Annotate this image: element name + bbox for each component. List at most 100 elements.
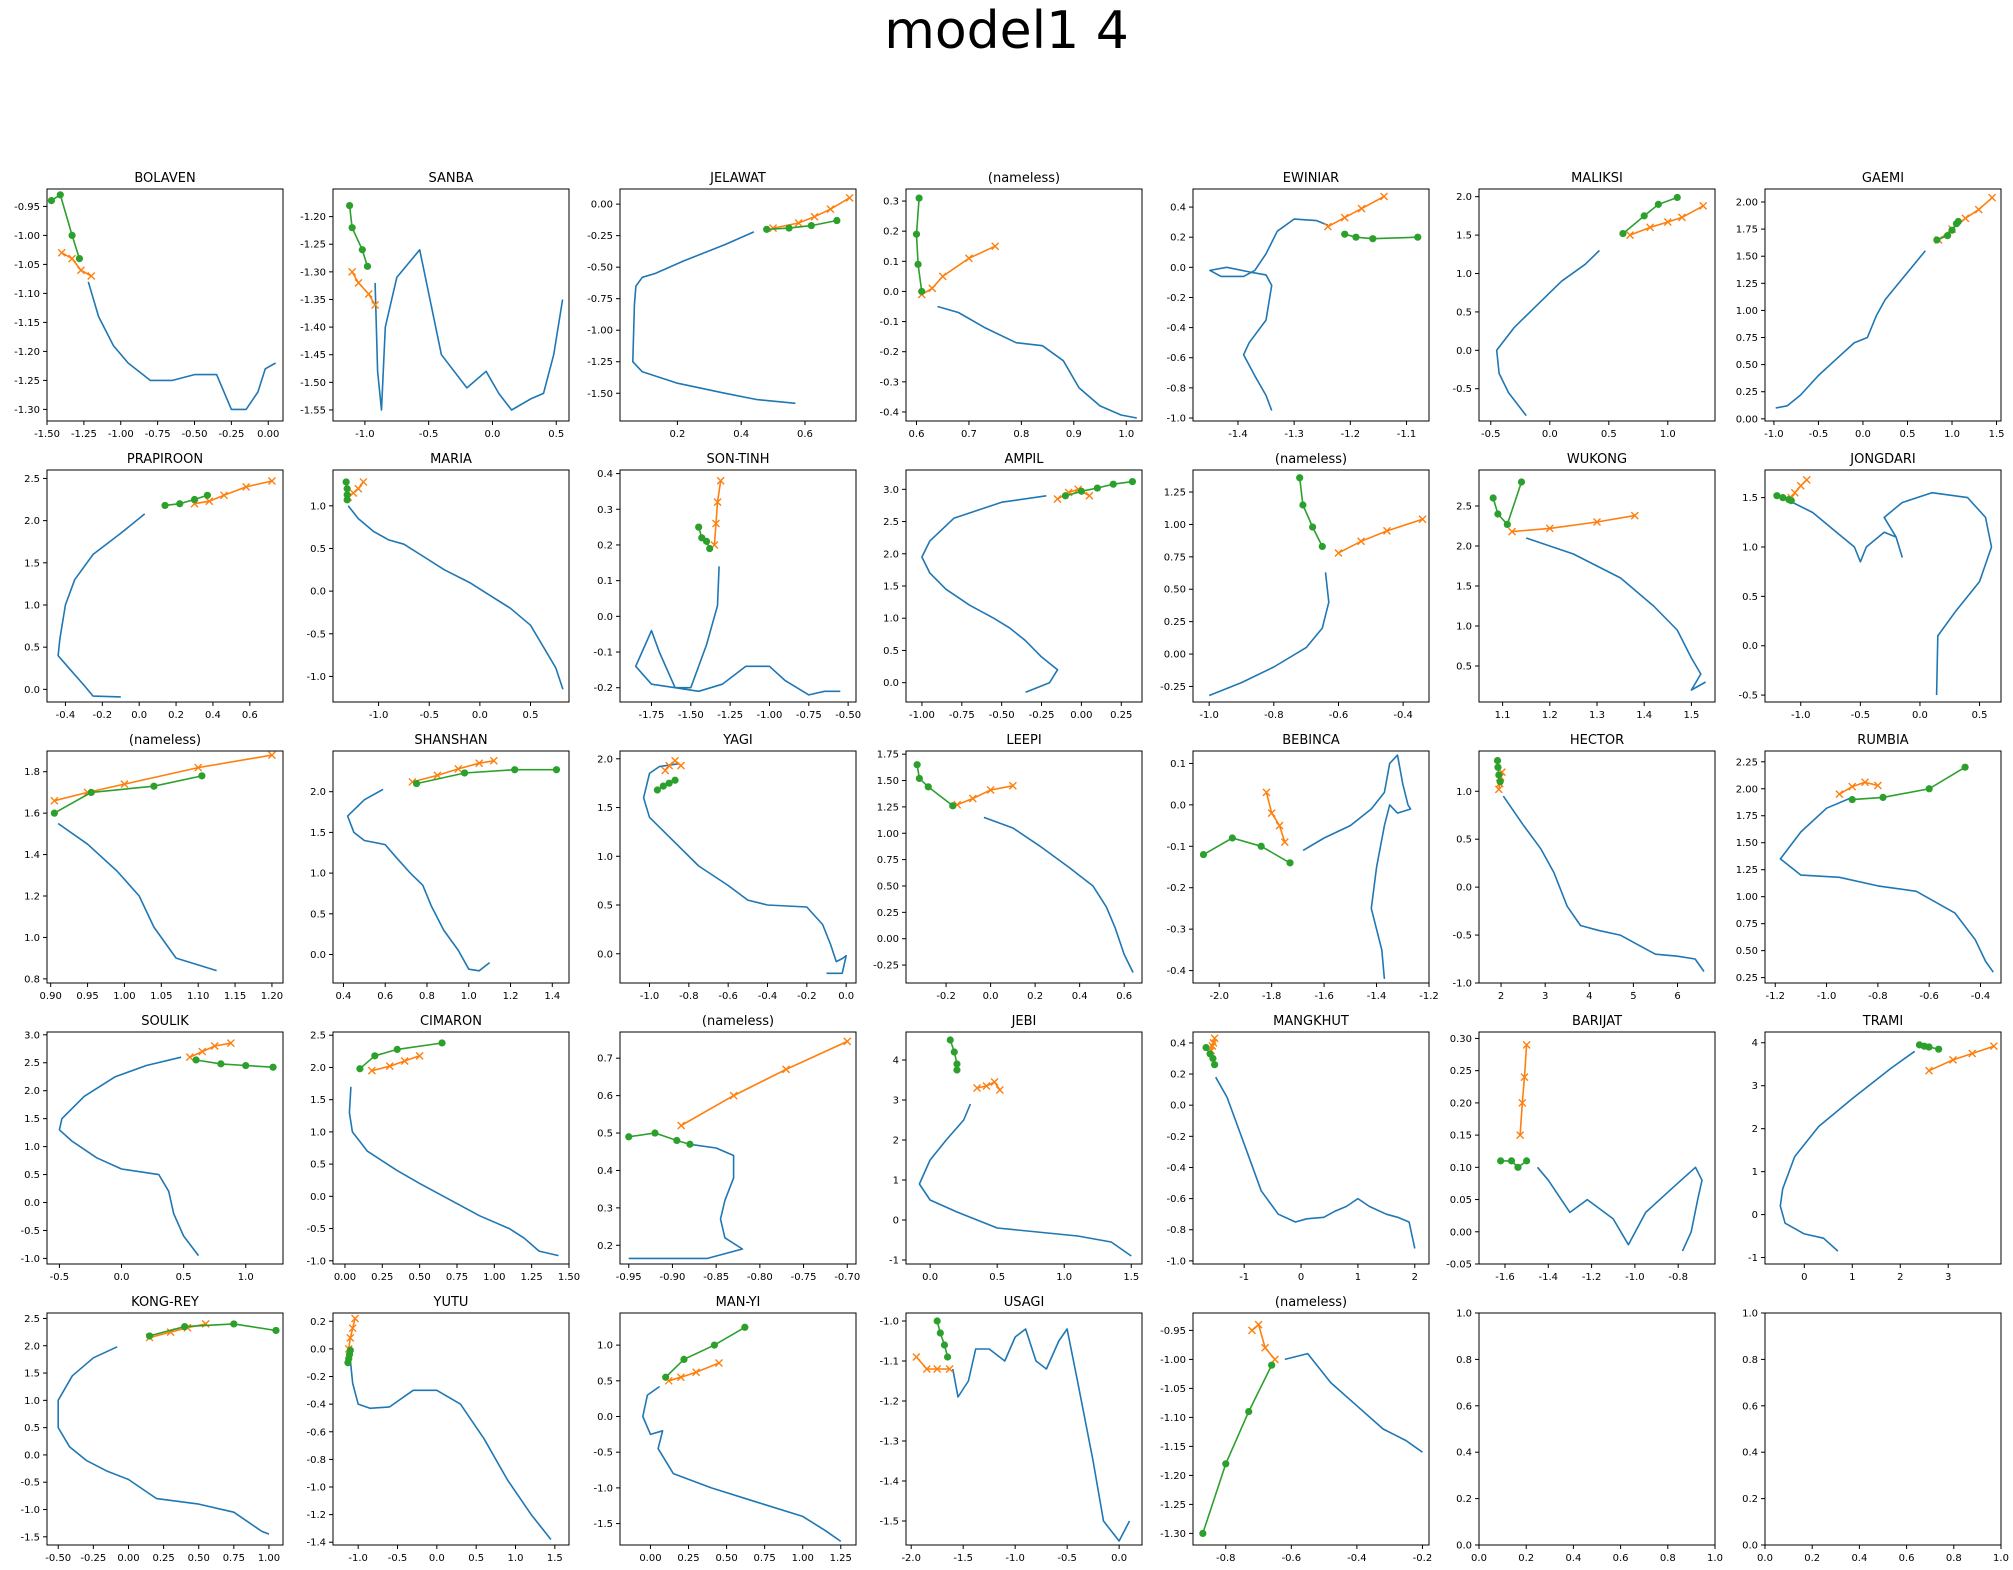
subplot: YAGI -1.0 -0.8 -0.6 -0.4 -0.2 0.0 0.0 0.5 1.0 1.5 2… <box>597 733 857 1002</box>
prediction-point <box>1267 809 1276 818</box>
x-tick-label: 0.0 <box>114 1272 130 1283</box>
y-tick-label: 0.75 <box>1736 333 1758 344</box>
prediction-point <box>354 484 363 493</box>
prediction-point <box>671 756 680 765</box>
y-tick-label: 1.0 <box>310 1127 326 1138</box>
y-tick-label: 0.5 <box>310 544 326 555</box>
prediction-point <box>964 254 973 263</box>
y-tick-label: 0.1 <box>883 257 899 268</box>
truth-point <box>680 1355 688 1363</box>
prediction-point <box>928 284 937 293</box>
prediction-point <box>968 794 977 803</box>
x-tick-label: 0.0 <box>922 1272 938 1283</box>
plot-area <box>634 476 841 696</box>
y-tick-label: -1.20 <box>14 347 40 358</box>
y-tick-label: 2.00 <box>1736 198 1758 209</box>
y-tick-label: 0.0 <box>1742 641 1758 652</box>
truth-track-line <box>195 1059 274 1068</box>
y-tick-label: -0.05 <box>1446 1260 1472 1271</box>
truth-track-line <box>766 219 838 231</box>
y-tick-label: 1.0 <box>1742 543 1758 554</box>
y-tick-label: 1.5 <box>24 1369 40 1380</box>
x-tick-label: 1.25 <box>521 1272 543 1283</box>
axes-frame <box>619 750 857 984</box>
axes-frame <box>619 469 857 703</box>
x-tick-label: -0.50 <box>182 429 208 440</box>
x-tick-label: 0.2 <box>1804 1553 1820 1564</box>
prediction-point <box>1210 1034 1219 1043</box>
x-tick-label: 0.4 <box>205 710 221 721</box>
axes-frame <box>46 1031 284 1265</box>
prediction-point <box>1545 524 1554 533</box>
axes-frame <box>46 1312 284 1546</box>
subplot-title: SHANSHAN <box>414 733 487 748</box>
x-tick-label: 0.90 <box>40 991 62 1002</box>
y-tick-label: -1.15 <box>14 318 40 329</box>
prediction-point <box>1802 475 1811 484</box>
axes-frame <box>332 1312 570 1546</box>
axes-frame <box>905 1031 1143 1265</box>
axes-frame <box>905 750 1143 984</box>
y-tick-label: -0.95 <box>14 202 40 213</box>
truth-point <box>665 779 673 787</box>
truth-point <box>949 802 957 810</box>
prediction-track-line <box>189 1042 231 1058</box>
prediction-track-line <box>1928 1045 1995 1072</box>
subplot: (nameless) -0.95 -0.90 -0.85 -0.80 -0.75 -0.70… <box>597 1014 860 1283</box>
axes-frame <box>1478 188 1716 422</box>
x-tick-label: 1.00 <box>792 1553 814 1564</box>
x-tick-label: 0 <box>1801 1272 1807 1283</box>
truth-point <box>230 1320 238 1328</box>
axes-frame <box>1192 1031 1430 1265</box>
truth-track-line <box>1202 1364 1273 1534</box>
y-tick-label: 1.25 <box>1736 279 1758 290</box>
truth-point <box>1673 193 1681 202</box>
history-track-line <box>1775 250 1926 409</box>
y-tick-label: 0.25 <box>1164 617 1186 628</box>
prediction-point <box>454 764 463 773</box>
truth-point <box>412 779 421 788</box>
y-tick-label: 1.75 <box>1736 811 1758 822</box>
y-tick-label: 2.0 <box>310 1063 326 1074</box>
x-tick-label: 1.0 <box>1993 1553 2009 1564</box>
y-tick-label: 0.0 <box>24 685 40 696</box>
x-tick-label: -1.25 <box>717 710 743 721</box>
y-tick-label: 3.0 <box>24 1030 40 1041</box>
y-tick-label: -1.40 <box>300 323 326 334</box>
prediction-point <box>973 1084 982 1092</box>
x-tick-label: 1.0 <box>1118 429 1134 440</box>
y-tick-label: -0.3 <box>879 377 899 388</box>
x-tick-label: 0.75 <box>446 1272 468 1283</box>
x-tick-label: 1.00 <box>258 1553 280 1564</box>
x-tick-label: -1.0 <box>355 429 375 440</box>
subplot-title: EWINIAR <box>1283 171 1339 186</box>
truth-point <box>1061 492 1070 500</box>
y-tick-label: -0.2 <box>1166 1132 1186 1143</box>
x-tick-label: 0.7 <box>961 429 977 440</box>
x-tick-label: 0.50 <box>409 1272 431 1283</box>
truth-point <box>1245 1408 1253 1416</box>
prediction-point <box>76 266 85 275</box>
y-tick-label: -1.25 <box>587 357 613 368</box>
y-tick-label: 0.0 <box>597 949 613 960</box>
subplot-title: (nameless) <box>702 1014 774 1029</box>
y-tick-label: 1.0 <box>310 501 326 512</box>
y-tick-label: 0.0 <box>1170 263 1186 274</box>
truth-point <box>695 523 703 531</box>
y-tick-label: 0.5 <box>310 909 326 920</box>
subplot-title: JEBI <box>1011 1014 1037 1029</box>
y-tick-label: 0.7 <box>597 1054 613 1065</box>
prediction-point <box>1988 193 1997 202</box>
y-tick-label: 1.5 <box>597 803 613 814</box>
prediction-point <box>1677 213 1686 222</box>
x-tick-label: 1.0 <box>1707 1553 1723 1564</box>
x-tick-label: -0.75 <box>796 710 822 721</box>
truth-point <box>190 495 199 504</box>
prediction-point <box>912 1353 921 1361</box>
y-tick-label: 0.4 <box>1742 1448 1758 1459</box>
y-tick-label: 2.5 <box>24 1058 40 1069</box>
prediction-point <box>1835 790 1844 799</box>
y-tick-label: 1.4 <box>24 850 40 861</box>
x-tick-label: -0.5 <box>50 1272 70 1283</box>
history-track-line <box>1779 1050 1916 1252</box>
